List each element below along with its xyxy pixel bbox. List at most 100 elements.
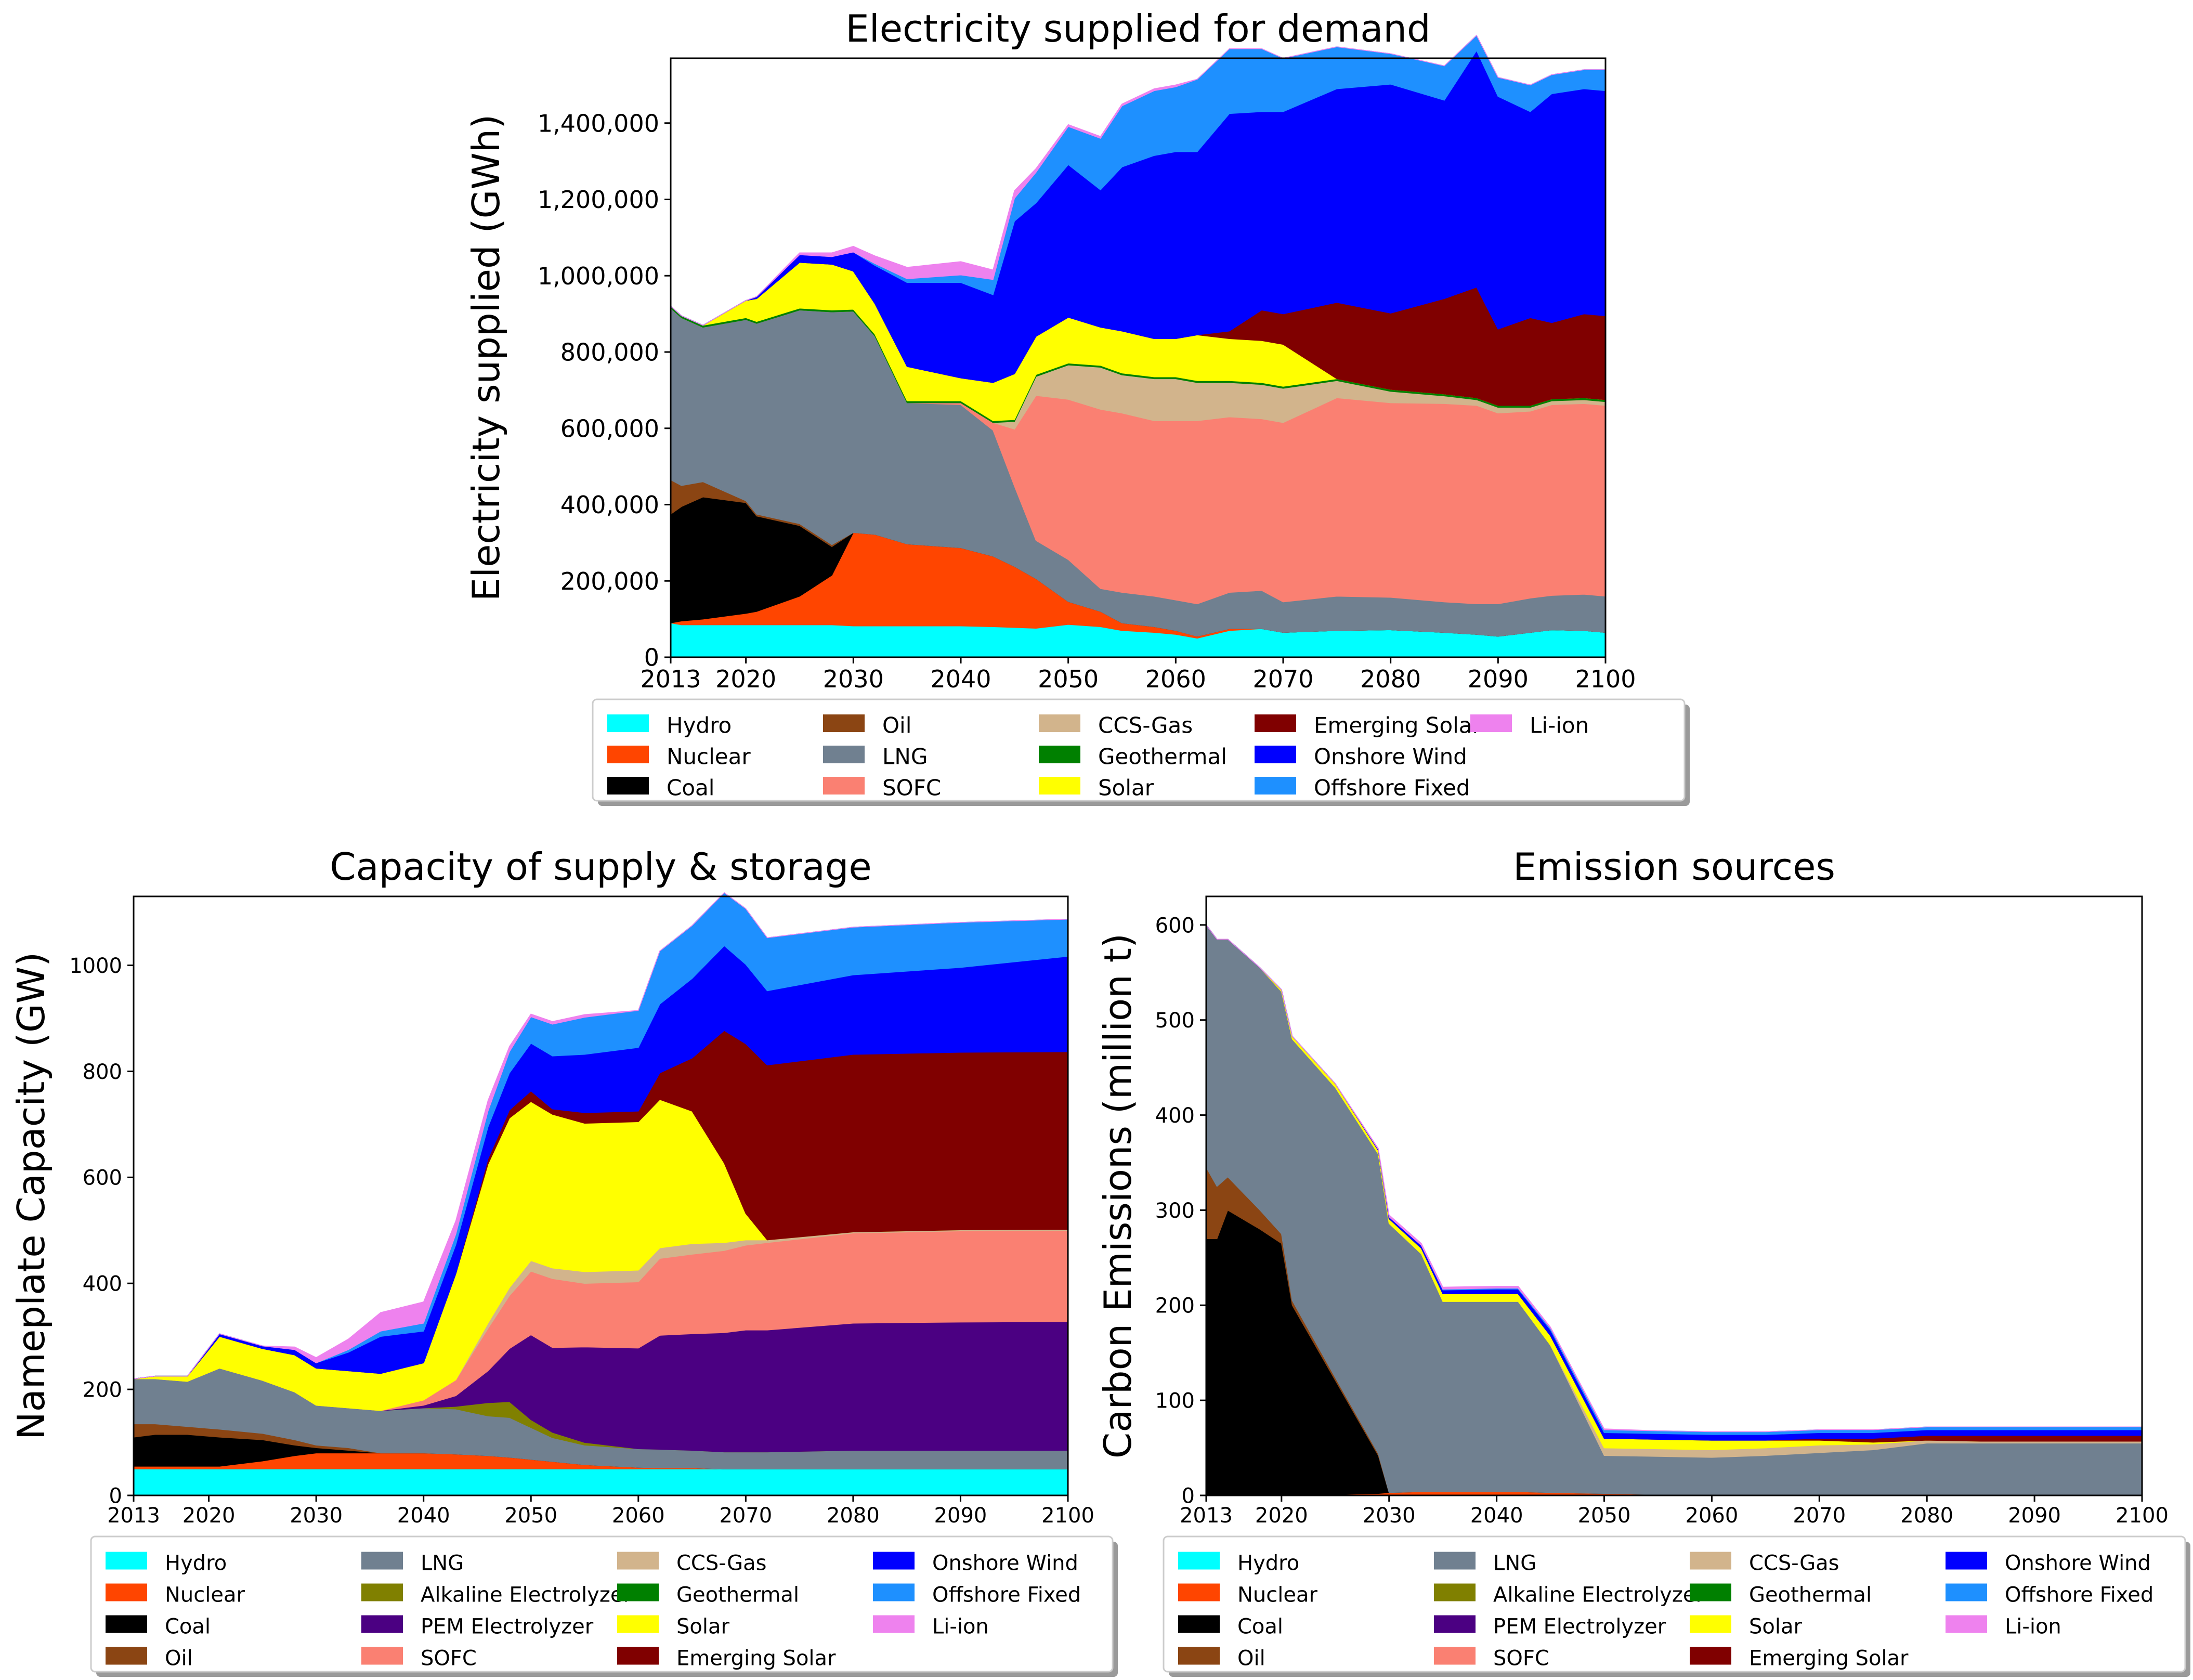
chart2-legend-swatch-offshore-fixed xyxy=(873,1583,915,1601)
chart3-title: Emission sources xyxy=(1513,845,1835,889)
chart2-legend-swatch-pem-electrolyzer xyxy=(361,1615,403,1633)
chart3-ytick-label: 100 xyxy=(1155,1389,1195,1413)
chart1-legend-label-nuclear: Nuclear xyxy=(667,744,751,770)
chart1-xtick-label: 2030 xyxy=(823,665,884,693)
chart1-ytick-label: 1,000,000 xyxy=(538,262,659,290)
chart1-xtick-label: 2090 xyxy=(1468,665,1529,693)
chart3-legend-label-emerging-solar: Emerging Solar xyxy=(1749,1647,1909,1671)
chart3-legend-label-nuclear: Nuclear xyxy=(1237,1583,1318,1607)
chart3-legend-swatch-ccs-gas xyxy=(1690,1552,1731,1570)
chart3-legend-label-alkaline-electrolyzer: Alkaline Electrolyzer xyxy=(1493,1583,1704,1607)
chart1-area-li-ion xyxy=(670,34,1605,326)
chart2-legend-swatch-alkaline-electrolyzer xyxy=(361,1583,403,1601)
chart1-legend-label-offshore-fixed: Offshore Fixed xyxy=(1314,775,1470,801)
chart1-areas xyxy=(670,34,1606,658)
chart3-legend-label-li-ion: Li-ion xyxy=(2005,1615,2061,1639)
chart1-ytick-label: 400,000 xyxy=(560,491,659,519)
chart3-legend-label-ccs-gas: CCS-Gas xyxy=(1749,1552,1839,1575)
chart1-xtick-label: 2060 xyxy=(1145,665,1206,693)
chart3-legend-label-geothermal: Geothermal xyxy=(1749,1583,1872,1607)
chart3-legend-swatch-alkaline-electrolyzer xyxy=(1434,1583,1476,1601)
chart1-legend-swatch-hydro xyxy=(607,714,649,732)
chart2-legend-label-geothermal: Geothermal xyxy=(676,1583,799,1607)
chart3-frame xyxy=(1205,895,2143,1496)
chart2-ylabel: Nameplate Capacity (GW) xyxy=(9,952,53,1440)
chart2-xtick-label: 2020 xyxy=(182,1504,236,1528)
chart1-ytick-label: 800,000 xyxy=(560,338,659,367)
chart2-legend-swatch-geothermal xyxy=(617,1583,659,1601)
chart2-ytick-label: 0 xyxy=(109,1484,122,1508)
chart2-legend-label-onshore-wind: Onshore Wind xyxy=(932,1552,1078,1575)
chart2-ytick-label: 400 xyxy=(83,1272,122,1296)
chart3-xtick-label: 2040 xyxy=(1470,1504,1523,1528)
chart3-xtick-label: 2080 xyxy=(1900,1504,1953,1528)
chart1-legend-label-ccs-gas: CCS-Gas xyxy=(1098,713,1193,738)
chart1-xtick-label: 2013 xyxy=(640,665,701,693)
chart1-legend-label-emerging-solar: Emerging Solar xyxy=(1314,713,1482,738)
chart1-ytick-label: 1,200,000 xyxy=(538,186,659,214)
chart3-xtick-label: 2100 xyxy=(2116,1504,2169,1528)
chart1-legend-swatch-li-ion xyxy=(1470,714,1512,732)
chart1-legend-swatch-oil xyxy=(823,714,865,732)
chart3-xtick-label: 2070 xyxy=(1793,1504,1846,1528)
chart2-xtick-label: 2060 xyxy=(612,1504,665,1528)
chart3-xtick-label: 2013 xyxy=(1180,1504,1233,1528)
chart1: Electricity supplied for demand 2013 2020 2… xyxy=(464,7,1690,806)
chart3-legend-swatch-sofc xyxy=(1434,1647,1476,1665)
chart1-legend-swatch-sofc xyxy=(823,777,865,795)
chart1-ytick-label: 1,400,000 xyxy=(538,109,659,137)
chart3-legend-label-sofc: SOFC xyxy=(1493,1647,1549,1671)
chart1-ytick-label: 600,000 xyxy=(560,414,659,442)
chart3-legend-label-hydro: Hydro xyxy=(1237,1552,1299,1575)
chart3-legend-swatch-onshore-wind xyxy=(1946,1552,1987,1570)
chart3-xtick-label: 2060 xyxy=(1686,1504,1739,1528)
chart3-legend-label-coal: Coal xyxy=(1237,1615,1283,1639)
chart2-legend-label-solar: Solar xyxy=(676,1615,729,1639)
chart3-legend-swatch-oil xyxy=(1178,1647,1220,1665)
chart1-ytick-label: 0 xyxy=(644,644,659,672)
chart2-xtick-label: 2050 xyxy=(504,1504,557,1528)
chart2-legend-swatch-coal xyxy=(106,1615,147,1633)
chart3: Emission sources 2013 2020 2030 2040 2050 2060… xyxy=(1096,845,2190,1677)
chart3-ytick-label: 600 xyxy=(1155,914,1195,937)
chart1-legend-swatch-lng xyxy=(823,746,865,763)
chart2-area-hydro xyxy=(133,1468,1068,1496)
chart3-ytick-label: 500 xyxy=(1155,1009,1195,1033)
chart3-legend-swatch-nuclear xyxy=(1178,1583,1220,1601)
chart2-legend-label-ccs-gas: CCS-Gas xyxy=(676,1552,767,1575)
chart1-legend-swatch-ccs-gas xyxy=(1039,714,1080,732)
chart2-legend-label-sofc: SOFC xyxy=(421,1647,477,1671)
chart2-ytick-label: 600 xyxy=(83,1166,122,1190)
chart3-legend-label-solar: Solar xyxy=(1749,1615,1802,1639)
chart1-legend-swatch-nuclear xyxy=(607,746,649,763)
chart2-title: Capacity of supply & storage xyxy=(330,845,871,889)
chart3-legend-swatch-geothermal xyxy=(1690,1583,1731,1601)
chart3-ylabel: Carbon Emissions (million t) xyxy=(1096,933,1140,1458)
chart2-legend-swatch-lng xyxy=(361,1552,403,1570)
chart1-legend-label-coal: Coal xyxy=(667,775,714,801)
chart2-xtick-label: 2040 xyxy=(397,1504,450,1528)
chart2-legend-swatch-solar xyxy=(617,1615,659,1633)
chart3-legend-label-pem-electrolyzer: PEM Electrolyzer xyxy=(1493,1615,1666,1639)
chart1-legend-label-hydro: Hydro xyxy=(667,713,732,738)
chart1-xtick-label: 2100 xyxy=(1575,665,1636,693)
chart1-xtick-label: 2080 xyxy=(1360,665,1421,693)
chart1-legend-swatch-geothermal xyxy=(1039,746,1080,763)
chart3-xtick-label: 2090 xyxy=(2008,1504,2061,1528)
chart1-legend-swatch-emerging-solar xyxy=(1255,714,1296,732)
chart3-area-li-ion xyxy=(1206,924,2142,1432)
chart1-legend-swatch-offshore-fixed xyxy=(1255,777,1296,795)
chart1-xtick-label: 2020 xyxy=(715,665,776,693)
chart3-legend-swatch-coal xyxy=(1178,1615,1220,1633)
chart3-xtick-label: 2030 xyxy=(1363,1504,1416,1528)
chart2-xtick-label: 2090 xyxy=(934,1504,987,1528)
chart2-legend-swatch-oil xyxy=(106,1647,147,1665)
chart3-xtick-label: 2050 xyxy=(1578,1504,1631,1528)
chart1-legend-swatch-onshore-wind xyxy=(1255,746,1296,763)
chart1-legend-label-oil: Oil xyxy=(882,713,911,738)
chart1-legend-label-onshore-wind: Onshore Wind xyxy=(1314,744,1467,770)
chart2-areas xyxy=(133,892,1068,1496)
chart1-legend-label-solar: Solar xyxy=(1098,775,1154,801)
chart3-legend-label-offshore-fixed: Offshore Fixed xyxy=(2005,1583,2153,1607)
